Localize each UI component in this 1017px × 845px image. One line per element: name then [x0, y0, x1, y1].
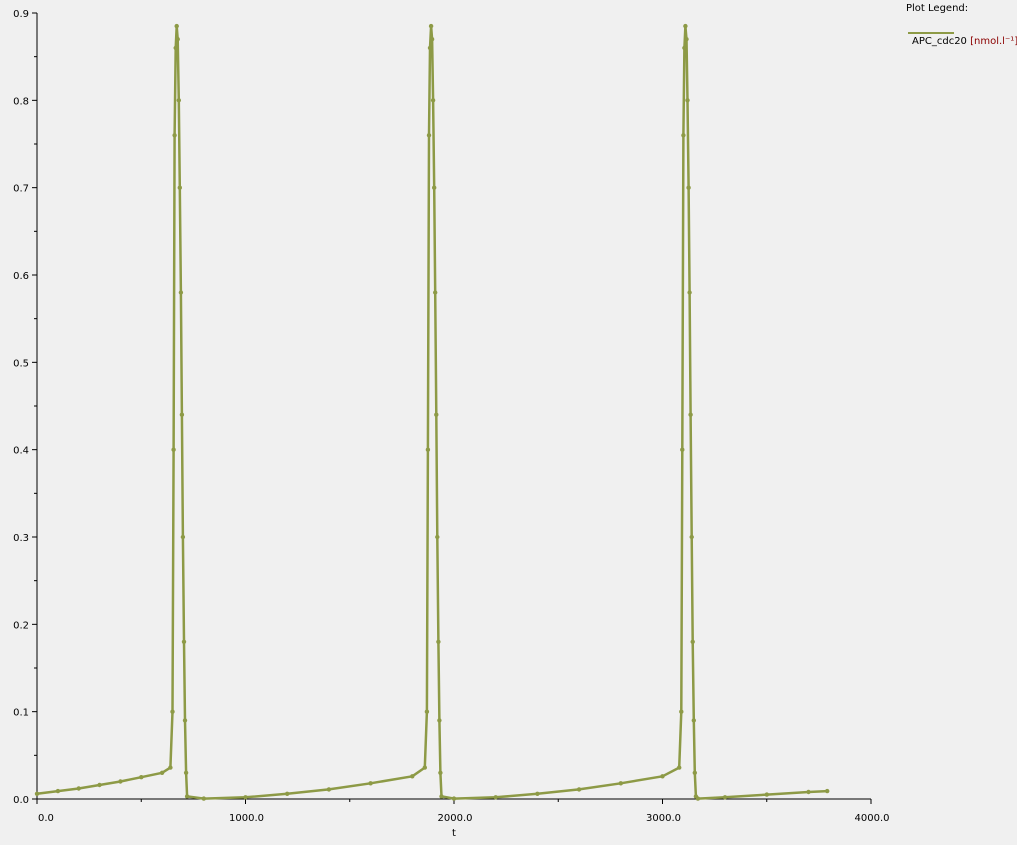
data-point: [825, 788, 830, 794]
legend-series-unit: [nmol.l⁻¹]: [970, 36, 1017, 47]
y-tick-label: 0.0: [13, 795, 29, 806]
data-point: [184, 794, 190, 799]
data-point: [685, 98, 690, 103]
data-point: [424, 709, 430, 714]
data-point: [171, 447, 176, 452]
data-point: [243, 795, 248, 800]
data-point: [425, 447, 431, 452]
data-point: [435, 534, 440, 540]
data-point: [535, 791, 540, 796]
data-point: [677, 765, 682, 770]
data-point: [168, 765, 173, 770]
data-point: [172, 133, 177, 138]
data-point: [688, 412, 693, 417]
data-point: [439, 794, 444, 799]
data-point: [179, 412, 185, 417]
data-point: [34, 791, 40, 796]
data-point: [681, 133, 686, 138]
y-tick-label: 0.9: [13, 9, 29, 20]
data-point: [687, 290, 692, 295]
data-point: [177, 185, 182, 190]
data-point: [433, 290, 438, 295]
data-point: [182, 718, 188, 723]
data-point: [660, 774, 665, 779]
x-tick-label: 3000.0: [646, 813, 681, 824]
data-point: [451, 796, 457, 801]
x-axis-title: t: [452, 828, 456, 839]
data-point: [682, 45, 687, 51]
data-point: [437, 718, 442, 723]
legend-title: Plot Legend:: [906, 3, 969, 14]
data-point: [118, 779, 123, 784]
data-point: [410, 774, 415, 779]
data-point: [689, 534, 694, 540]
data-point: [55, 788, 61, 794]
data-point: [175, 37, 180, 42]
data-point: [722, 795, 728, 800]
data-point: [428, 23, 434, 29]
data-point: [695, 796, 701, 801]
data-point: [764, 792, 769, 797]
data-point: [684, 37, 689, 42]
x-tick-label: 4000.0: [855, 813, 890, 824]
data-point: [139, 775, 144, 780]
y-tick-label: 0.7: [13, 184, 29, 195]
data-point: [618, 781, 623, 786]
data-point: [438, 770, 443, 775]
data-point: [170, 709, 175, 714]
data-point: [426, 133, 432, 138]
data-point: [174, 23, 179, 29]
legend-series-label: APC_cdc20: [912, 36, 967, 47]
data-point: [76, 786, 81, 791]
data-point: [493, 795, 498, 800]
series-line-apc-cdc20: [36, 24, 828, 800]
series-layer: [34, 23, 830, 801]
data-point: [285, 791, 290, 796]
data-point: [434, 412, 439, 417]
data-point: [690, 639, 695, 644]
y-tick-label: 0.8: [13, 96, 29, 107]
data-point: [686, 185, 691, 190]
y-tick-label: 0.6: [13, 271, 29, 282]
legend-swatch: [908, 32, 954, 34]
data-point: [430, 98, 436, 103]
y-tick-label: 0.3: [13, 533, 29, 544]
y-tick-label: 0.1: [13, 708, 29, 719]
data-point: [422, 765, 427, 770]
x-tick-label: 1000.0: [229, 813, 264, 824]
data-point: [326, 787, 332, 792]
axes: 0.0 0.1 0.2 0.3 0.4 0.5 0.6 0.7 0.8 0.9 0.0 1000.0 2…: [13, 9, 889, 824]
data-point: [181, 639, 187, 644]
data-point: [679, 709, 684, 714]
data-point: [432, 185, 437, 190]
y-tick-label: 0.5: [13, 358, 29, 369]
data-point: [691, 718, 696, 723]
y-tick-label: 0.2: [13, 620, 29, 631]
data-point: [368, 781, 373, 786]
data-point: [178, 290, 184, 295]
data-point: [427, 45, 433, 51]
data-point: [436, 639, 441, 644]
data-point: [429, 37, 435, 42]
plot-legend: Plot Legend: APC_cdc20 [nmol.l⁻¹]: [906, 3, 1017, 47]
data-point: [176, 98, 181, 103]
data-point: [97, 782, 102, 788]
data-point: [173, 45, 178, 51]
data-point: [159, 770, 165, 775]
data-point: [680, 447, 685, 452]
data-point: [183, 770, 189, 775]
x-tick-label: 2000.0: [438, 813, 473, 824]
data-point: [806, 789, 811, 795]
data-point: [692, 770, 697, 775]
data-point: [201, 796, 206, 801]
data-point: [683, 23, 688, 29]
y-tick-label: 0.4: [13, 446, 29, 457]
legend-entry[interactable]: APC_cdc20 [nmol.l⁻¹]: [912, 36, 1017, 47]
x-tick-label: 0.0: [38, 813, 54, 824]
data-point: [576, 787, 582, 792]
data-point: [180, 534, 186, 540]
